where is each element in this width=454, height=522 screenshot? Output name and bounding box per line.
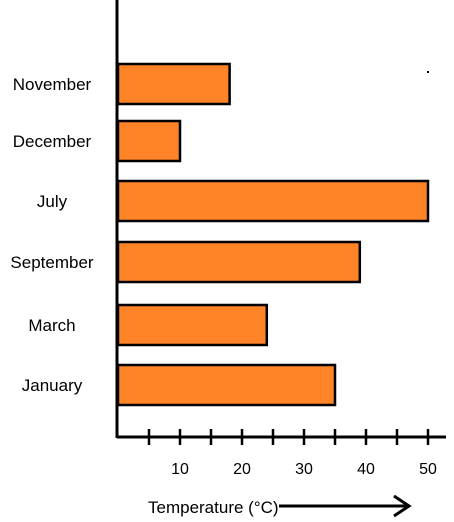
bar-september (116, 240, 362, 284)
bar-march (116, 303, 269, 347)
category-label-september: September (10, 253, 93, 272)
category-label-july: July (37, 192, 68, 211)
x-axis-title: Temperature (°C) (148, 498, 279, 517)
x-tick-label-20: 20 (233, 461, 251, 478)
x-ticks (147, 429, 430, 445)
stray-dot (427, 71, 429, 73)
x-tick-labels: 10 20 30 40 50 (171, 461, 437, 478)
bar-july (116, 179, 430, 223)
category-label-january: January (22, 376, 83, 395)
category-label-march: March (28, 316, 75, 335)
x-tick-label-10: 10 (171, 461, 189, 478)
arrow-icon (279, 494, 412, 518)
x-tick-label-30: 30 (295, 461, 313, 478)
category-labels: November December July September March Januar… (10, 75, 93, 395)
bar-november (116, 62, 231, 106)
bars-group (116, 62, 430, 407)
bar-december (116, 119, 182, 163)
x-tick-label-40: 40 (357, 461, 375, 478)
bar-january (116, 363, 337, 407)
x-tick-label-50: 50 (419, 461, 437, 478)
category-label-november: November (13, 75, 92, 94)
category-label-december: December (13, 132, 92, 151)
